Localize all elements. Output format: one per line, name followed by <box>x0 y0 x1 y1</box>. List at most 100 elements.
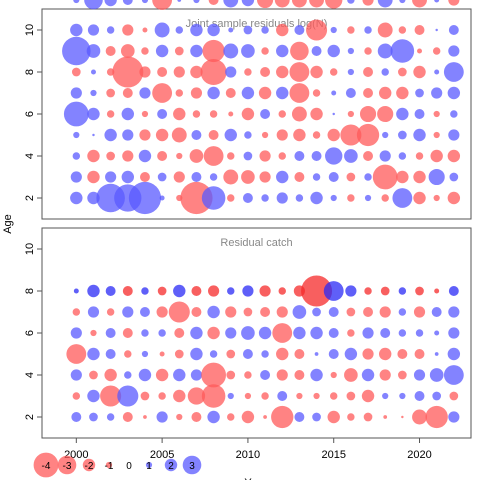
legend-label: -4 <box>42 461 51 472</box>
bubble-age4-2020 <box>413 369 426 381</box>
bubble-age5-2011 <box>261 350 269 358</box>
bubble-age7-2005 <box>156 306 168 318</box>
bubble-age2-2004 <box>143 415 147 419</box>
bubble-ageundefined-2006 <box>177 0 182 2</box>
bubble-age9-2020 <box>417 48 422 54</box>
bubble-age8-2002 <box>105 286 116 296</box>
bubble-age7-2016 <box>346 307 356 317</box>
bubble-age4-2017 <box>361 368 375 382</box>
bubble-ageundefined-2007 <box>193 0 200 4</box>
bubble-age7-2001 <box>90 89 97 97</box>
bubble-age10-2022 <box>448 25 459 35</box>
legend-label: 0 <box>126 461 132 472</box>
bubble-age2-2001 <box>89 412 98 422</box>
bubble-age8-2022 <box>448 286 459 296</box>
bubble-age5-2016 <box>344 347 358 361</box>
bubble-age6-2012 <box>278 110 286 118</box>
bubble-age9-2010 <box>241 44 255 58</box>
bubble-age3-2014 <box>313 392 320 400</box>
bubble-age7-2011 <box>260 307 271 317</box>
bubble-age2-2015 <box>330 194 337 202</box>
bubble-age2-2003 <box>122 412 133 422</box>
bubble-age3-2005 <box>158 392 166 400</box>
bubble-age6-2007 <box>190 326 203 340</box>
bubble-age6-2018 <box>377 105 394 123</box>
bubble-age5-2018 <box>382 131 389 139</box>
legend-bubble <box>82 458 96 472</box>
bubble-age4-2004 <box>138 368 152 382</box>
bubble-age5-2008 <box>208 130 219 140</box>
bubble-age4-2013 <box>294 151 305 161</box>
bubble-age3-2013 <box>294 172 305 182</box>
bubble-age9-2017 <box>364 47 372 55</box>
x-tick-label: 2015 <box>321 449 345 461</box>
bubble-age2-2006 <box>176 413 183 421</box>
bubble-age5-2005 <box>159 351 165 357</box>
bubble-age4-2016 <box>344 368 358 382</box>
bubble-age5-2003 <box>122 129 134 141</box>
bubble-age8-2017 <box>364 287 372 295</box>
bubble-age7-2014 <box>312 307 321 317</box>
bubble-age2-2007 <box>191 412 202 422</box>
y-tick-label: 6 <box>24 330 36 336</box>
y-tick-label: 2 <box>24 414 36 420</box>
bubble-age2-2011 <box>261 194 269 202</box>
bubble-age3-2022 <box>449 172 459 182</box>
bubble-age8-2016 <box>345 285 357 297</box>
bubble-age2-2019 <box>392 188 413 208</box>
bubble-age8-2008 <box>208 285 220 297</box>
bubble-age2-2008 <box>207 410 220 424</box>
bubble-age4-2010 <box>243 151 253 161</box>
bubble-age7-2019 <box>396 86 409 100</box>
bubble-age9-2019 <box>390 39 415 63</box>
bubble-age8-2020 <box>415 286 424 296</box>
bubble-age7-2006 <box>168 301 190 323</box>
bubble-age9-2008 <box>202 39 225 63</box>
bubble-age9-2006 <box>174 46 184 56</box>
bubble-age4-2012 <box>278 152 286 160</box>
bubble-age2-2017 <box>364 194 372 202</box>
bubble-age5-2020 <box>413 128 426 142</box>
bubble-age5-2017 <box>362 348 374 360</box>
bubble-age7-2004 <box>140 307 150 317</box>
bubble-age6-2017 <box>359 105 377 123</box>
bubble-age3-2018 <box>372 164 398 190</box>
bubble-age6-2000 <box>70 327 82 339</box>
bubble-age5-2021 <box>434 352 439 356</box>
bubble-age4-2005 <box>155 368 169 382</box>
bubble-age2-2013 <box>294 412 305 422</box>
bubble-age6-2010 <box>241 326 255 340</box>
bubble-age3-2006 <box>173 171 185 183</box>
bubble-age3-2017 <box>364 173 372 181</box>
bubble-age8-2000 <box>73 288 79 294</box>
bubble-age10-2008 <box>207 23 220 37</box>
bubble-age6-2006 <box>173 107 186 121</box>
bubble-age2-2020 <box>412 409 427 425</box>
bubble-age3-2015 <box>328 172 339 182</box>
bubble-age8-2015 <box>330 68 338 76</box>
bubble-age10-2021 <box>435 28 438 32</box>
bubble-age2-2005 <box>159 195 165 201</box>
bubble-age6-2019 <box>396 107 409 121</box>
bubble-ageundefined-2014 <box>309 0 324 8</box>
bubble-age3-2014 <box>312 173 321 181</box>
legend-bubble <box>164 458 178 472</box>
bubble-age7-2021 <box>431 87 443 99</box>
bubble-age9-2021 <box>432 47 441 55</box>
bubble-age10-2015 <box>330 26 337 34</box>
bubble-age9-2004 <box>141 47 149 55</box>
y-axis-title: Age <box>2 214 14 234</box>
bubble-age8-2011 <box>260 67 271 77</box>
bubble-age7-2019 <box>398 308 407 316</box>
bubble-age6-2015 <box>328 328 339 338</box>
bubble-age6-2007 <box>192 110 201 118</box>
bubble-age6-2009 <box>228 111 234 117</box>
bubble-ageundefined-2022 <box>448 0 460 6</box>
legend-bubble <box>105 461 113 469</box>
bubble-age3-2007 <box>191 172 202 182</box>
bubble-age9-2007 <box>190 44 203 58</box>
bubble-age5-2000 <box>73 131 80 139</box>
bubble-age9-2012 <box>276 44 289 58</box>
bubble-age4-2011 <box>260 370 271 380</box>
bubble-age5-2011 <box>261 131 269 139</box>
